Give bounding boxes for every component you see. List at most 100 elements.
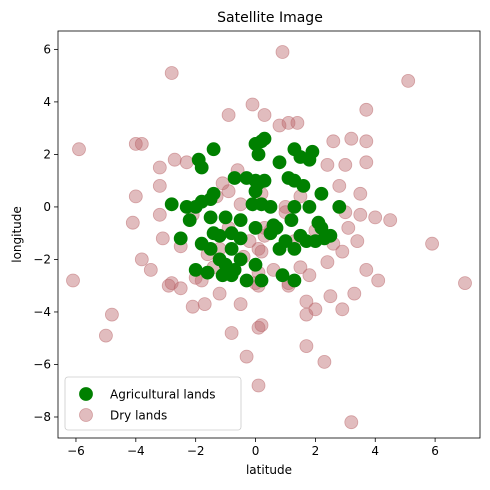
data-point (155, 231, 170, 246)
data-point (287, 199, 302, 214)
data-point (263, 226, 278, 241)
data-point (206, 142, 221, 157)
data-point (194, 194, 209, 209)
data-point (125, 215, 140, 230)
y-tick-label: 6 (43, 42, 51, 56)
data-point (344, 131, 359, 146)
data-point (251, 147, 266, 162)
y-tick-label: −6 (33, 357, 51, 371)
data-point (281, 171, 296, 185)
data-point (221, 184, 236, 199)
data-point (287, 273, 302, 288)
data-point (152, 207, 167, 222)
data-point (128, 189, 143, 204)
data-point (185, 299, 200, 314)
data-point (302, 268, 317, 283)
x-tick-label: 4 (371, 444, 379, 458)
data-point (248, 257, 263, 272)
data-point (218, 257, 233, 272)
y-tick-label: −2 (33, 252, 51, 266)
y-tick-label: −4 (33, 305, 51, 319)
data-point (233, 197, 248, 212)
data-point (203, 241, 218, 256)
data-point (347, 286, 362, 301)
data-point (293, 260, 308, 275)
data-point (212, 228, 227, 243)
data-point (359, 262, 374, 277)
data-point (320, 255, 335, 270)
data-point (233, 252, 248, 267)
data-point (251, 378, 266, 393)
y-tick-label: −8 (33, 410, 51, 424)
data-point (287, 241, 302, 256)
data-point (134, 252, 149, 267)
plot-area (66, 45, 472, 430)
data-point (290, 116, 305, 130)
data-point (245, 97, 260, 112)
data-point (332, 178, 347, 193)
data-point (72, 142, 86, 157)
data-point (152, 160, 167, 175)
y-tick-label: 0 (43, 200, 51, 214)
data-point (317, 354, 332, 369)
data-point (179, 155, 194, 170)
data-point (254, 134, 269, 149)
plot-frame (57, 30, 481, 439)
data-point (143, 262, 158, 277)
data-point (350, 234, 365, 249)
data-point (99, 328, 113, 343)
data-point (359, 102, 374, 117)
x-axis-label: latitude (246, 463, 292, 477)
data-point (203, 210, 218, 225)
data-point (227, 171, 242, 185)
data-point (233, 231, 248, 246)
data-point (368, 210, 383, 225)
data-point (182, 213, 197, 228)
data-point (167, 152, 182, 167)
y-tick-label: 4 (43, 95, 51, 109)
data-point (251, 320, 266, 335)
data-point (254, 244, 269, 259)
data-point (164, 66, 179, 80)
x-tick-label: −6 (67, 444, 85, 458)
data-point (371, 273, 386, 288)
data-point (272, 241, 287, 256)
data-point (233, 213, 248, 228)
data-point (425, 236, 440, 251)
data-point (128, 136, 143, 151)
data-point (134, 136, 149, 151)
x-tick-label: 0 (252, 444, 260, 458)
legend-label-dry-lands: Dry lands (110, 409, 167, 423)
series-agricultural-lands (164, 131, 347, 288)
data-point (383, 213, 398, 228)
y-axis: −8 −6 −4 −2 0 2 4 6 (33, 42, 58, 424)
data-point (341, 220, 356, 235)
data-point (323, 289, 338, 304)
x-axis: −6 −4 −2 0 2 4 6 (67, 438, 439, 458)
data-point (359, 134, 374, 149)
data-point (263, 199, 278, 214)
data-point (188, 262, 203, 277)
x-tick-label: 6 (431, 444, 439, 458)
data-point (66, 273, 80, 288)
data-point (299, 339, 314, 354)
data-point (458, 276, 472, 291)
data-point (224, 241, 239, 256)
legend-label-agricultural-lands: Agricultural lands (110, 388, 216, 402)
data-point (197, 297, 212, 312)
data-point (335, 244, 350, 259)
data-point (317, 231, 332, 246)
data-point (272, 118, 287, 133)
data-point (308, 302, 323, 317)
data-point (353, 186, 368, 201)
legend-box (64, 376, 242, 431)
data-point (200, 265, 215, 280)
data-point (239, 349, 254, 364)
data-point (284, 213, 299, 228)
data-point (105, 307, 119, 322)
data-point (272, 155, 287, 170)
data-point (257, 108, 272, 122)
legend: Agricultural lands Dry lands (64, 376, 242, 431)
legend-marker-agricultural-lands (79, 387, 93, 401)
x-tick-label: 2 (312, 444, 320, 458)
